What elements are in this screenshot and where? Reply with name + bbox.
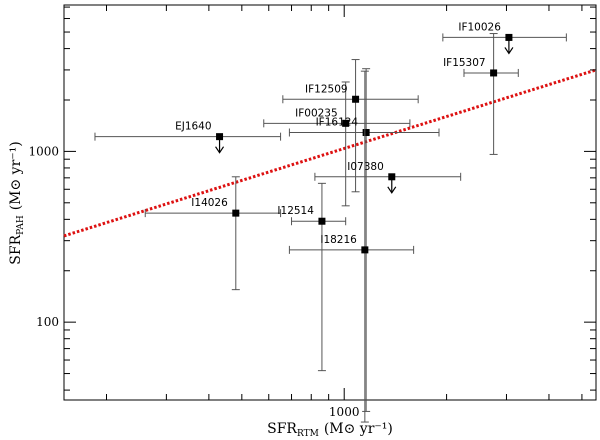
point-marker xyxy=(505,33,513,41)
data-point: IF15307 xyxy=(443,33,519,155)
point-marker xyxy=(232,209,240,217)
data-point: IF12509 xyxy=(282,59,419,193)
plot-frame xyxy=(63,4,597,401)
fit-line xyxy=(63,68,597,238)
point-label: I12514 xyxy=(277,205,314,217)
x-axis-sub: RTM xyxy=(297,429,319,439)
point-label: I18216 xyxy=(320,234,357,246)
data-point: IF10026 xyxy=(442,21,567,55)
upper-limit-arrowhead xyxy=(504,47,514,55)
point-marker xyxy=(318,217,326,225)
point-marker xyxy=(216,133,224,141)
data-point: I07380 xyxy=(314,161,462,194)
point-label: IF12509 xyxy=(305,83,348,95)
upper-limit-arrowhead xyxy=(387,186,397,194)
y-axis-sub: PAH xyxy=(16,215,26,235)
y-axis-units: (M⊙ yr⁻¹) xyxy=(8,141,24,210)
point-marker xyxy=(388,173,396,181)
point-marker xyxy=(362,129,370,137)
y-tick-label: 100 xyxy=(36,315,59,329)
x-tick-label: 1000 xyxy=(329,405,360,419)
y-axis-title: SFRPAH (M⊙ yr⁻¹) xyxy=(8,141,26,264)
data-points: EJ1640 IF00235 IF12509 IF16124 IF15307 IF1002… xyxy=(94,21,567,423)
point-label: IF15307 xyxy=(443,57,486,69)
point-label: I14026 xyxy=(191,197,228,209)
x-axis-title: SFRRTM (M⊙ yr⁻¹) xyxy=(267,421,393,439)
point-label: I07380 xyxy=(347,161,384,173)
point-label: IF00235 xyxy=(295,107,338,119)
upper-limit-arrowhead xyxy=(215,146,225,154)
x-axis-units: (M⊙ yr⁻¹) xyxy=(324,421,393,437)
data-point: I14026 xyxy=(144,176,282,291)
data-point: I18216 xyxy=(288,70,415,423)
point-marker xyxy=(352,95,360,103)
y-axis-main: SFR xyxy=(8,234,24,264)
axis-ticks: 1000 100 1000 xyxy=(28,5,596,419)
point-label: IF16124 xyxy=(316,117,359,129)
point-label: IF10026 xyxy=(458,21,501,33)
point-marker xyxy=(361,246,369,254)
point-marker xyxy=(342,119,350,127)
data-point: IF16124 xyxy=(288,68,440,412)
data-point: IF00235 xyxy=(263,81,411,207)
data-point: I12514 xyxy=(277,182,347,372)
x-axis-main: SFR xyxy=(267,421,297,437)
data-point: EJ1640 xyxy=(94,121,282,154)
y-tick-label: 1000 xyxy=(28,144,59,158)
point-label: EJ1640 xyxy=(175,121,211,133)
point-marker xyxy=(490,69,498,77)
